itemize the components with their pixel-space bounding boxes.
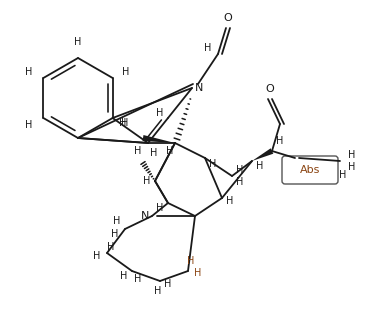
- Text: H: H: [93, 251, 101, 261]
- Text: H: H: [134, 274, 142, 284]
- Text: O: O: [266, 84, 275, 94]
- Text: N: N: [195, 83, 203, 93]
- Text: H: H: [143, 176, 151, 186]
- Text: H: H: [122, 67, 129, 77]
- Text: H: H: [156, 203, 164, 213]
- Text: H: H: [236, 165, 244, 175]
- Text: H: H: [204, 43, 212, 53]
- Text: Abs: Abs: [300, 165, 320, 175]
- Text: H: H: [150, 148, 158, 158]
- Polygon shape: [142, 135, 175, 143]
- Text: H: H: [25, 67, 33, 77]
- Text: H: H: [276, 136, 284, 146]
- Text: H: H: [120, 271, 128, 281]
- Text: H: H: [226, 196, 234, 206]
- Text: H: H: [194, 268, 202, 278]
- Text: H: H: [166, 146, 174, 156]
- Text: H: H: [187, 256, 195, 266]
- Text: H: H: [74, 37, 82, 47]
- Text: O: O: [223, 13, 232, 23]
- FancyBboxPatch shape: [282, 156, 338, 184]
- Polygon shape: [252, 148, 273, 161]
- Text: H: H: [164, 279, 172, 289]
- Text: H: H: [111, 229, 119, 239]
- Text: H: H: [348, 162, 356, 172]
- Text: H: H: [209, 159, 217, 169]
- Text: H: H: [156, 108, 164, 118]
- Text: H: H: [339, 170, 347, 180]
- Text: H: H: [119, 118, 126, 128]
- Text: H: H: [113, 216, 121, 226]
- Text: H: H: [236, 177, 244, 187]
- Text: H: H: [107, 242, 115, 252]
- Text: H: H: [134, 146, 142, 156]
- Text: H: H: [25, 121, 33, 130]
- Text: N: N: [141, 211, 149, 221]
- Text: H: H: [348, 150, 356, 160]
- Text: H: H: [121, 119, 129, 128]
- Text: H: H: [256, 161, 264, 171]
- Text: H: H: [154, 286, 162, 296]
